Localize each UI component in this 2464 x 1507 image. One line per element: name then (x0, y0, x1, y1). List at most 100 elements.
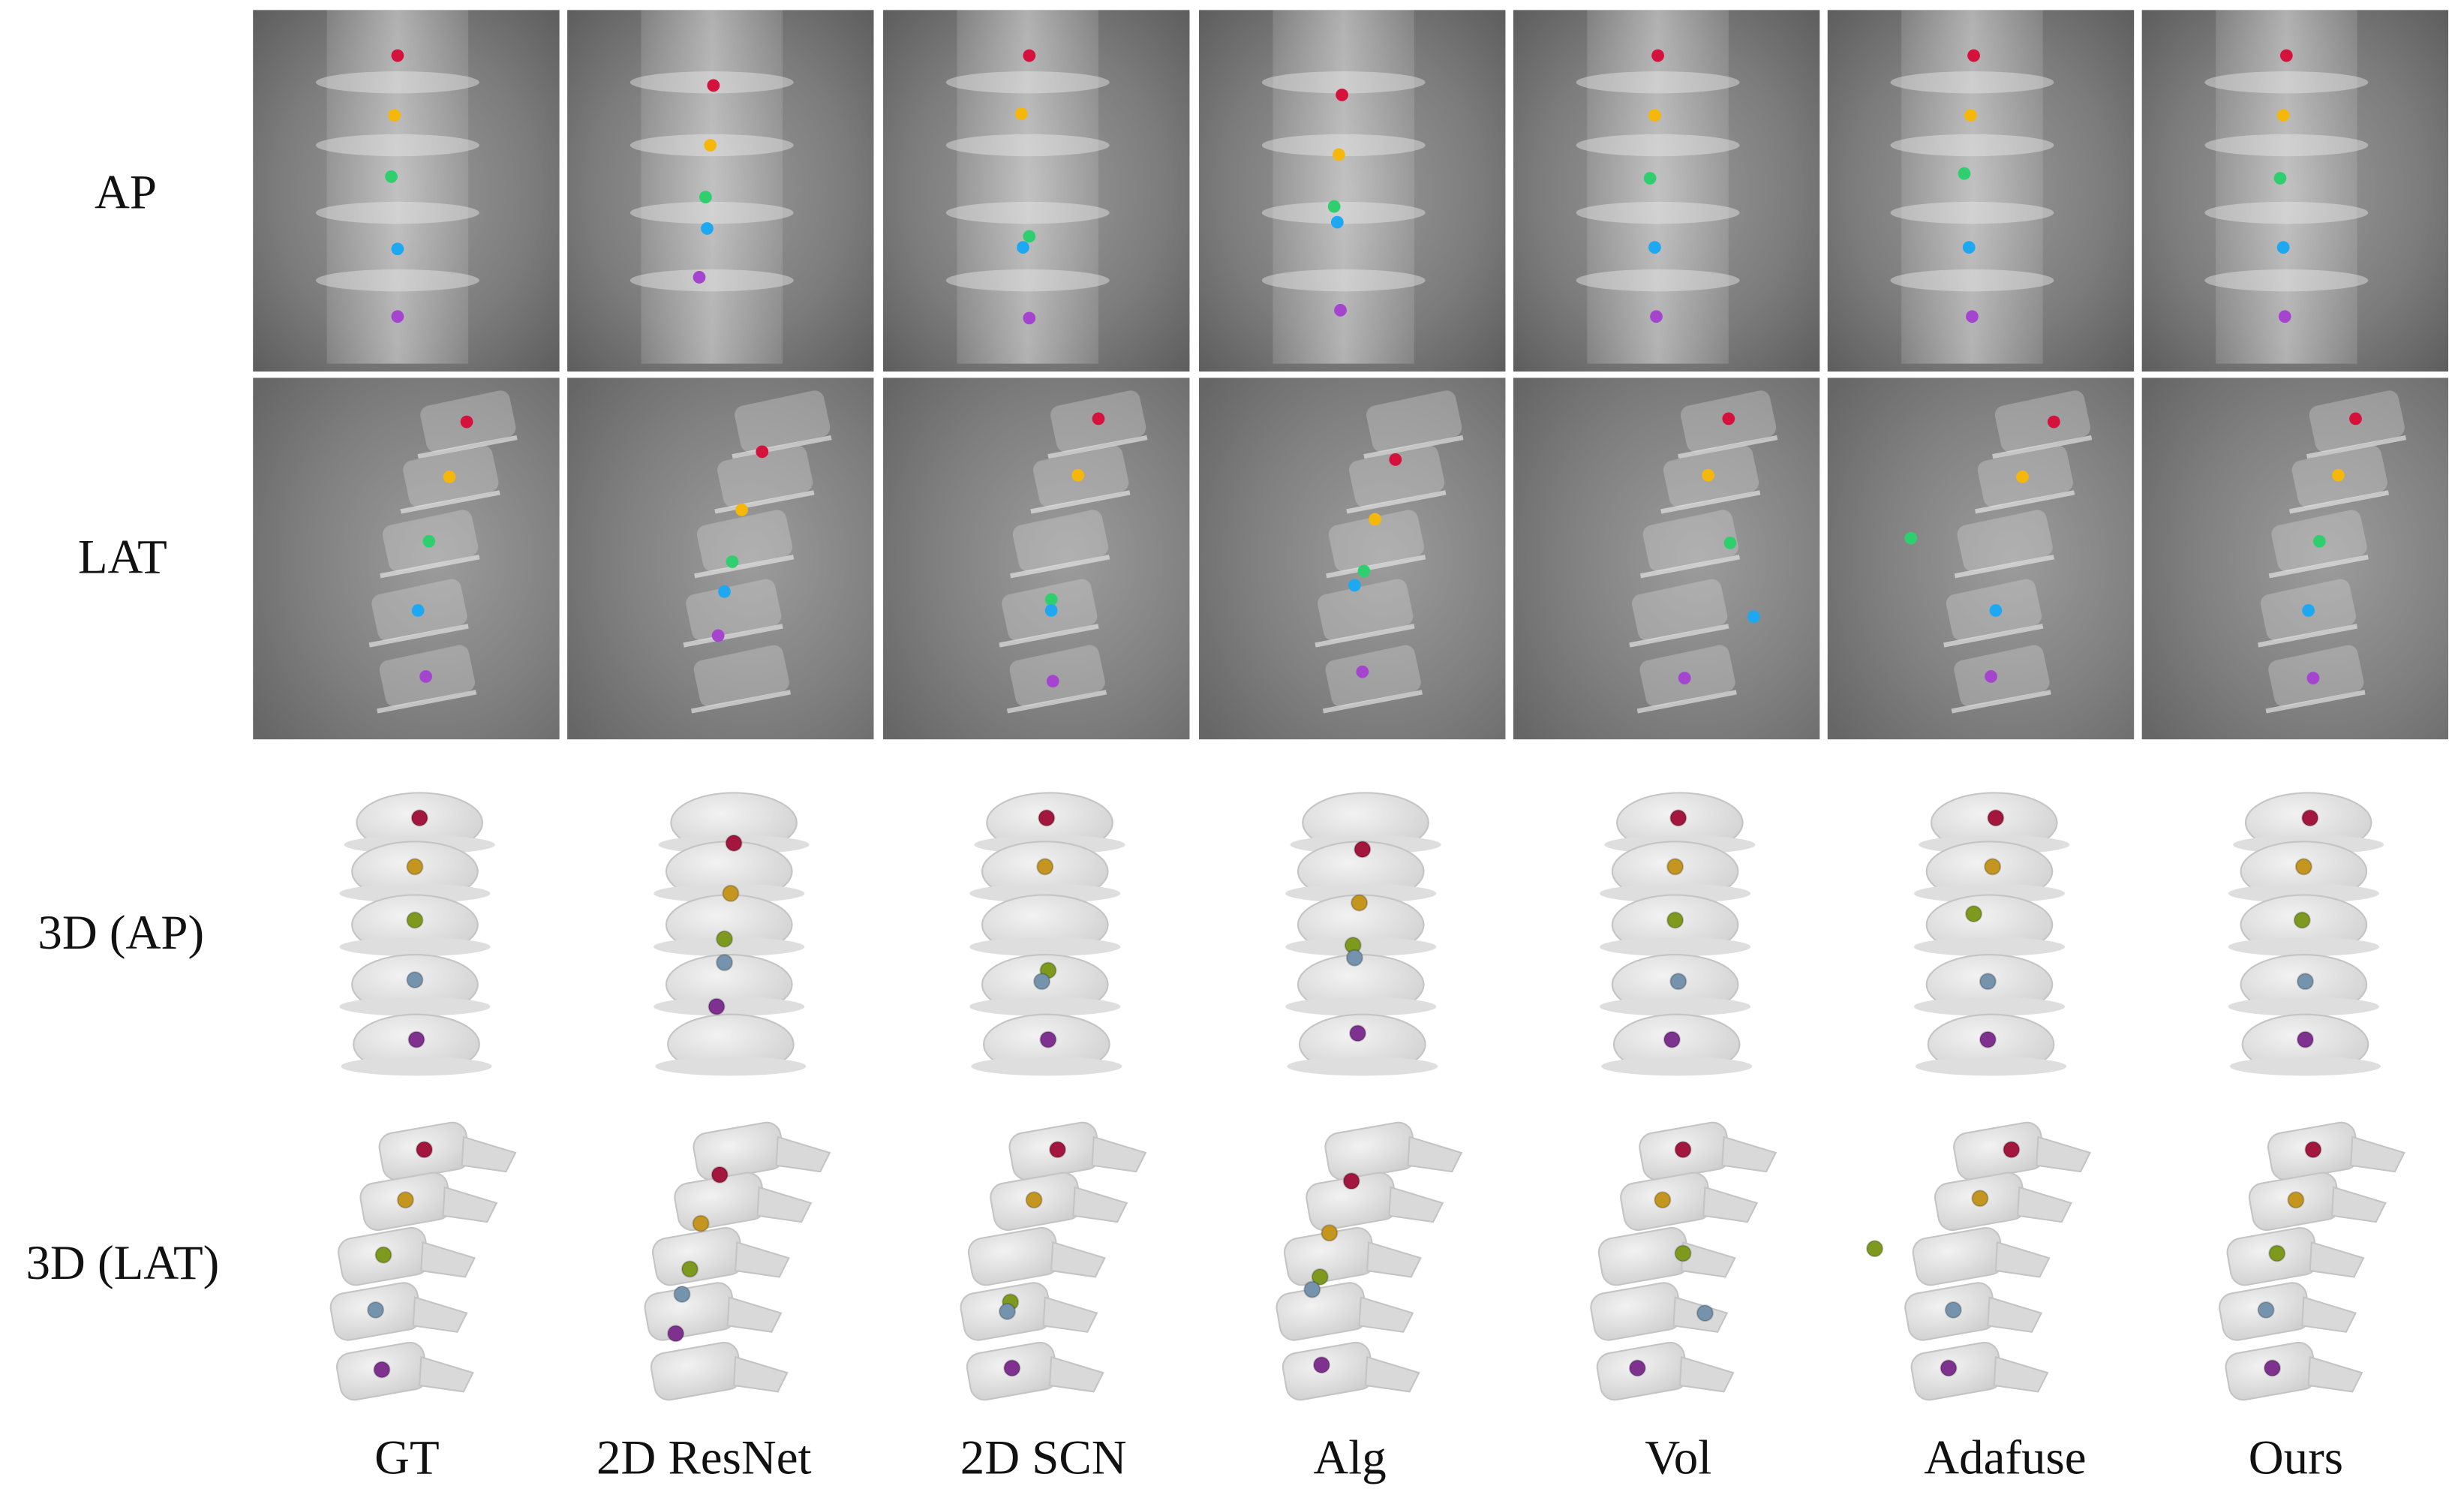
landmark (2302, 604, 2315, 617)
mesh-lat-process (1993, 1355, 2049, 1393)
landmark-3d (1979, 973, 1997, 991)
mesh-lat-process (442, 1186, 498, 1223)
landmark-3d (2003, 1141, 2021, 1159)
disc (1576, 201, 1740, 224)
landmark (1989, 604, 2003, 617)
landmark-3d (406, 971, 424, 989)
landmark (1334, 304, 1347, 317)
landmark-3d (1696, 1304, 1714, 1322)
mesh-ap-process (1913, 997, 2066, 1016)
spine (1587, 10, 1729, 364)
landmark (1369, 513, 1381, 526)
mesh-ap-process (1285, 937, 1437, 957)
disc (945, 201, 1110, 224)
landmark (693, 271, 706, 284)
landmark (419, 669, 432, 683)
endplate (1006, 690, 1107, 714)
endplate (1636, 690, 1737, 714)
landmark-3d (1940, 1359, 1958, 1377)
endplate (2258, 624, 2358, 648)
mesh-ap-process (2229, 1057, 2381, 1076)
landmark (422, 534, 436, 548)
mesh-lat-process (735, 1241, 790, 1278)
landmark-3d (406, 911, 424, 929)
landmark (1023, 49, 1036, 62)
landmark-3d (407, 1030, 425, 1048)
landmark-3d (998, 1302, 1017, 1321)
column-label: Alg (1313, 1430, 1386, 1484)
disc (1890, 134, 2054, 157)
landmark (1071, 468, 1085, 482)
mesh-lat-process (726, 1296, 783, 1333)
vertebra (717, 445, 813, 507)
column-label: 2D SCN (960, 1430, 1127, 1484)
disc (945, 269, 1110, 292)
mesh-ap-process (339, 883, 491, 903)
mesh-lat-process (756, 1186, 813, 1223)
column-label: Vol (1645, 1430, 1711, 1484)
landmark (1723, 536, 1737, 549)
endplate (2288, 490, 2390, 514)
mesh-lat-process (1994, 1241, 2051, 1278)
mesh-ap-process (1287, 1057, 1438, 1076)
mesh-lat-process (2350, 1136, 2405, 1173)
landmark (1966, 310, 1979, 323)
landmark (726, 555, 739, 568)
mesh-lat-process (2330, 1186, 2387, 1223)
endplate (2265, 690, 2366, 714)
mesh-ap-process (1600, 997, 1751, 1016)
landmark-3d (2293, 911, 2311, 929)
column-label: 2D ResNet (596, 1430, 812, 1484)
landmark (2047, 415, 2060, 429)
mesh-lat (1910, 1341, 2003, 1401)
landmark (443, 471, 456, 483)
mesh-lat-process (1358, 1296, 1414, 1333)
mesh-ap-process (1916, 1057, 2067, 1076)
vertebra (1366, 390, 1462, 453)
column-label: GT (374, 1430, 440, 1484)
vertebra (1318, 579, 1414, 641)
vertebra (1009, 645, 1105, 707)
landmark (1964, 109, 1977, 122)
landmark-3d (2287, 1191, 2305, 1209)
mesh-ap-process (969, 883, 1121, 903)
mesh-ap-process (339, 937, 491, 957)
mesh-ap-process (2228, 997, 2379, 1016)
landmark-3d (415, 1141, 434, 1159)
mesh-ap-process (654, 997, 805, 1016)
mesh-ap-process (1601, 1057, 1753, 1076)
landmark-3d (681, 1260, 699, 1278)
endplate (1678, 435, 1778, 459)
landmark (1967, 49, 1980, 62)
landmark-3d (1654, 1191, 1672, 1209)
endplate (377, 690, 477, 714)
landmark-3d (722, 884, 740, 902)
mesh-lat-process (1388, 1186, 1444, 1223)
landmark-3d (1628, 1359, 1646, 1377)
disc (315, 71, 479, 94)
endplate (1326, 555, 1426, 579)
disc (945, 134, 1110, 157)
landmark-3d (373, 1361, 391, 1379)
mesh-lat-process (461, 1136, 517, 1173)
landmark-3d (2296, 1030, 2314, 1048)
mesh-lat-process (1366, 1241, 1422, 1278)
landmark (1678, 672, 1691, 684)
landmark (1389, 453, 1402, 466)
mesh-lat-process (1364, 1355, 1420, 1393)
vertebra (1954, 645, 2050, 707)
landmark (699, 191, 712, 203)
landmark (1014, 107, 1028, 120)
endplate (417, 435, 518, 459)
endplate (1639, 555, 1741, 579)
mesh-lat-process (1680, 1241, 1736, 1278)
mesh-lat-process (2036, 1136, 2092, 1173)
disc (630, 201, 794, 224)
mesh-ap-process (1913, 883, 2066, 903)
landmark-3d (1987, 809, 2005, 827)
mesh-lat-process (1050, 1241, 1106, 1278)
mesh-lat-process (1042, 1296, 1098, 1333)
landmark (385, 170, 398, 183)
landmark (1643, 172, 1657, 185)
landmark (1044, 593, 1058, 606)
